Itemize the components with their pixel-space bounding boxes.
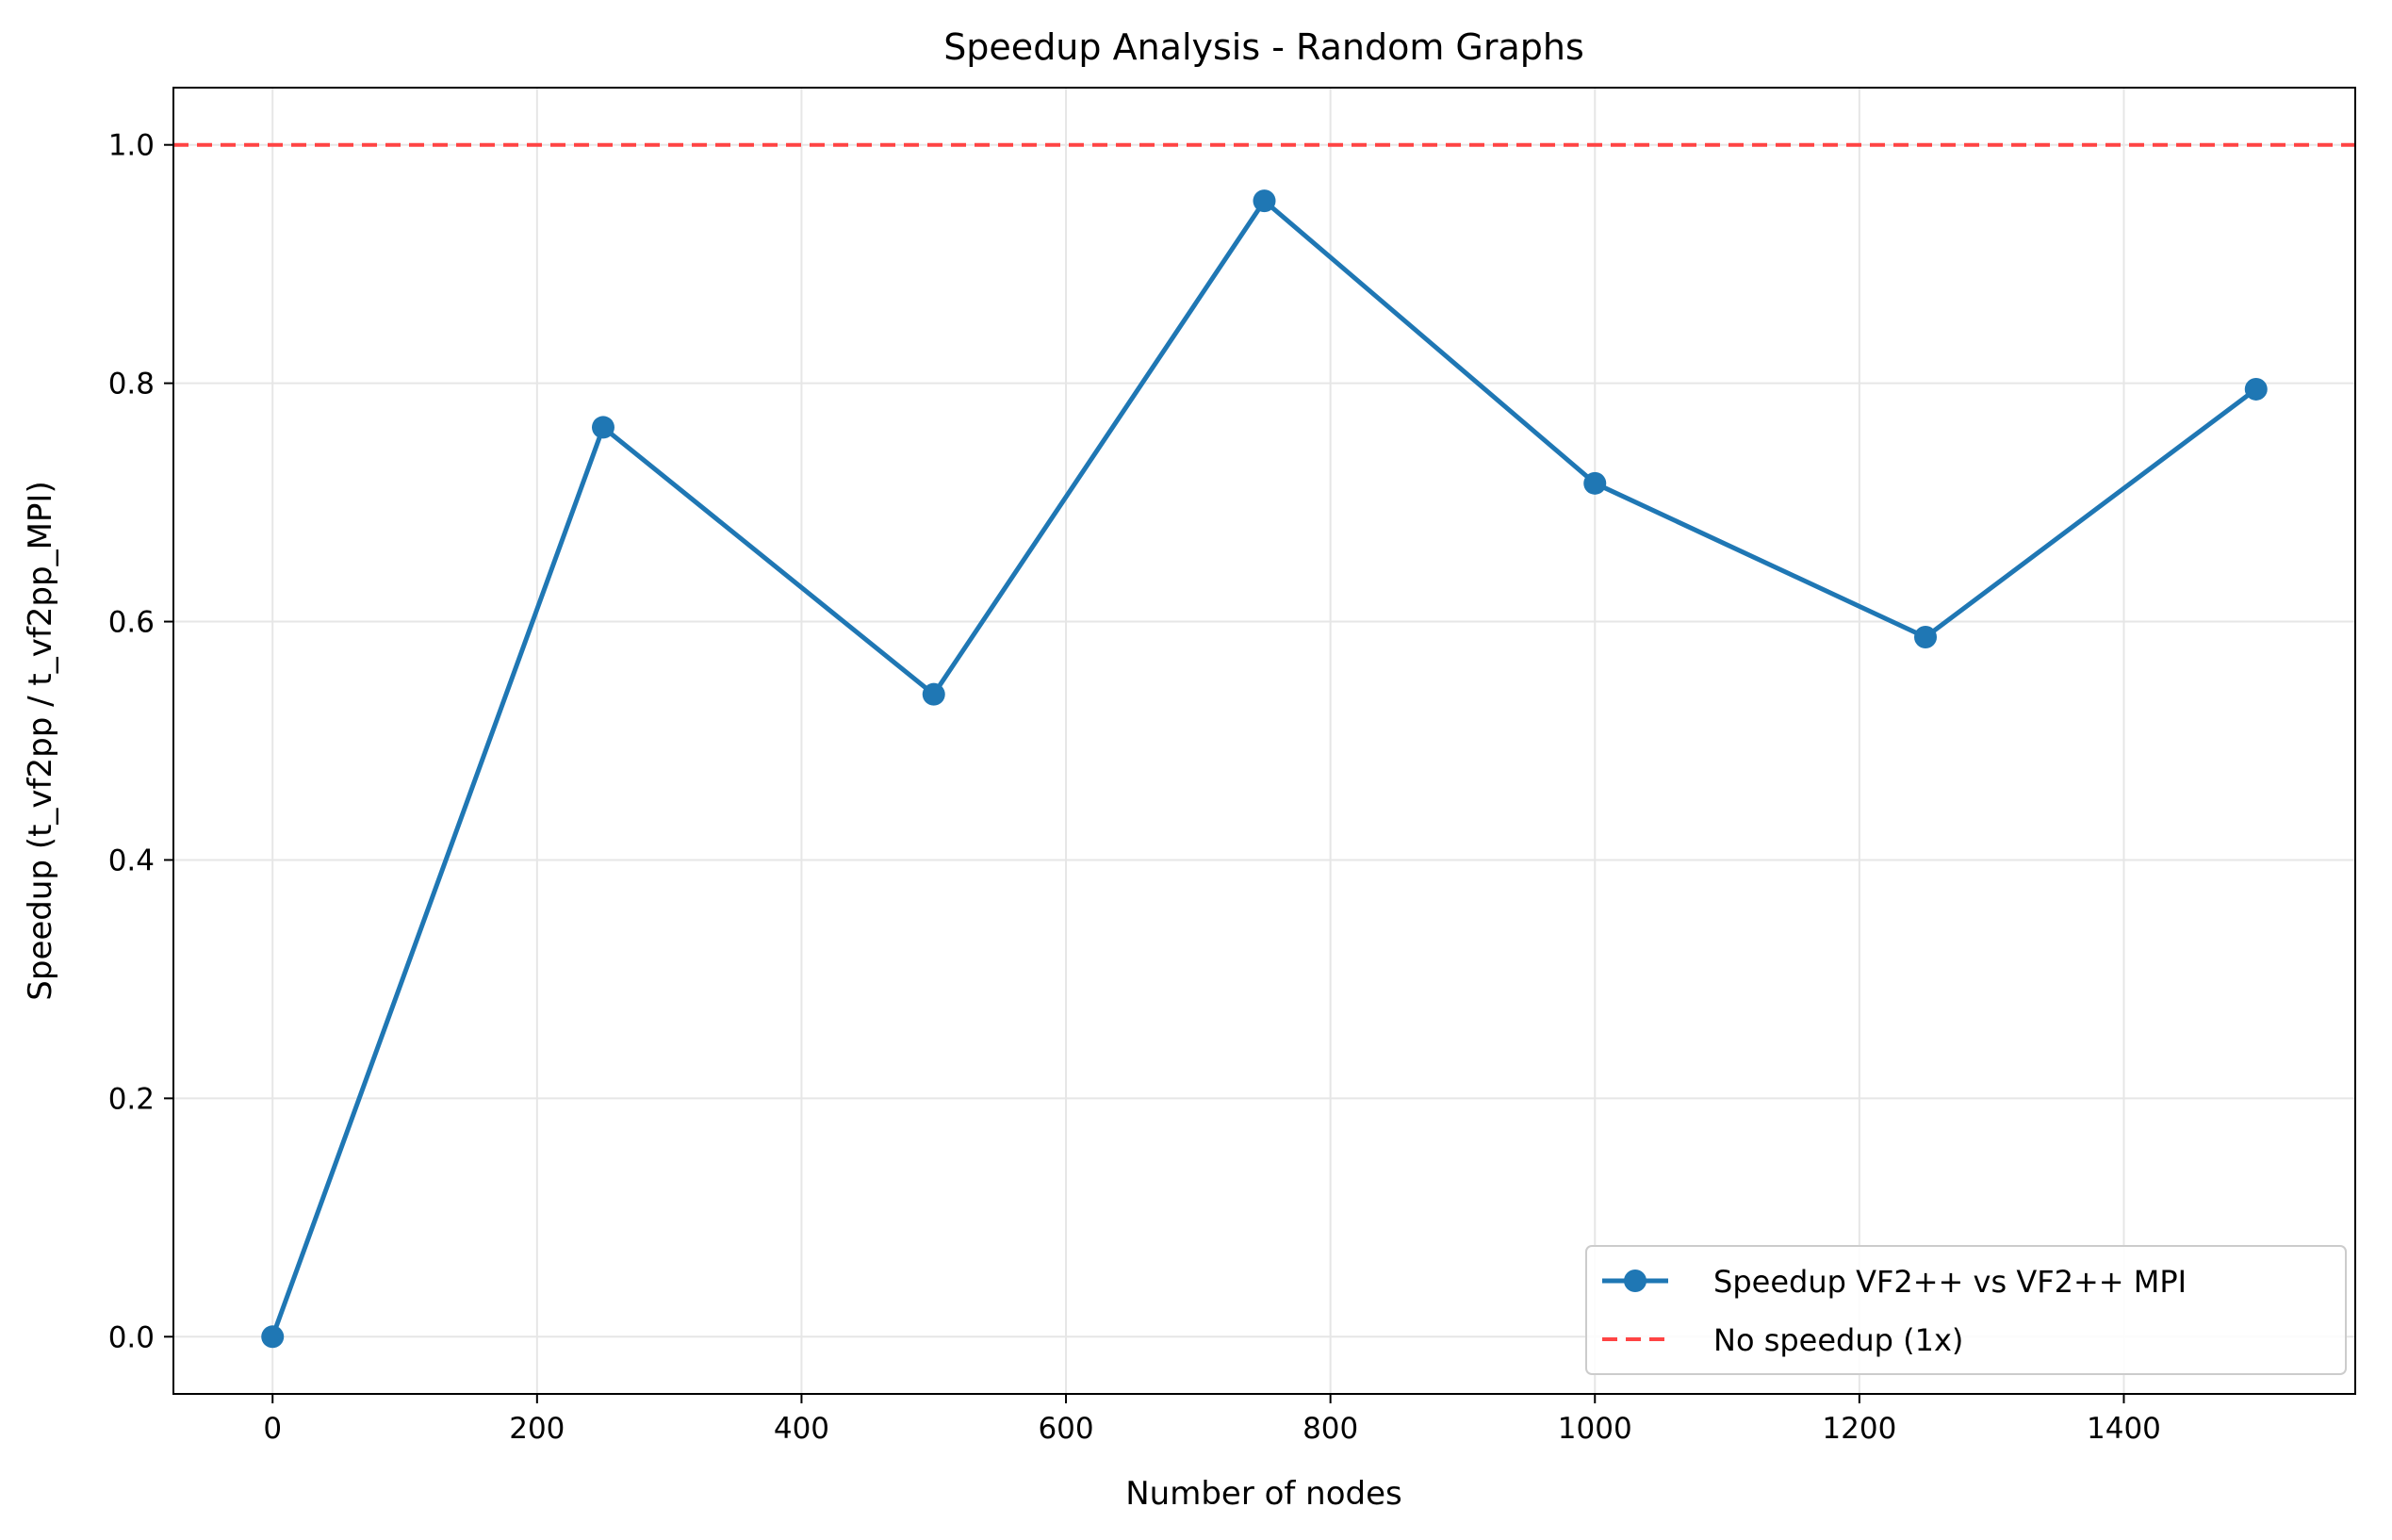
- series-point: [2244, 377, 2268, 401]
- y-tick-label: 0.8: [108, 368, 155, 401]
- legend-series-label: Speedup VF2++ vs VF2++ MPI: [1713, 1264, 2187, 1300]
- series-point: [922, 682, 945, 706]
- y-tick-label: 0.6: [108, 606, 155, 640]
- y-tick-label: 0.0: [108, 1320, 155, 1354]
- x-tick-label: 1200: [1822, 1412, 1896, 1446]
- x-tick-label: 1400: [2087, 1412, 2161, 1446]
- x-tick-label: 0: [263, 1412, 282, 1446]
- series-point: [1583, 471, 1607, 495]
- x-tick-label: 400: [774, 1412, 829, 1446]
- x-tick-label: 1000: [1558, 1412, 1632, 1446]
- y-tick-label: 1.0: [108, 129, 155, 163]
- plot-frame: [172, 87, 2356, 1395]
- series-point: [261, 1325, 285, 1349]
- y-axis-ticks: 0.0 0.2 0.4 0.6 0.8 1.0: [108, 129, 173, 1354]
- x-axis-ticks: 0 200 400 600 800 1000 1200 1400: [263, 1394, 2161, 1446]
- x-tick-label: 600: [1038, 1412, 1093, 1446]
- legend: Speedup VF2++ vs VF2++ MPI No speedup (1…: [1585, 1245, 2347, 1375]
- legend-box: [1585, 1245, 2347, 1375]
- legend-reference-label: No speedup (1x): [1713, 1322, 1963, 1358]
- x-tick-label: 800: [1302, 1412, 1358, 1446]
- y-tick-label: 0.2: [108, 1082, 155, 1116]
- x-axis-label: Number of nodes: [1125, 1475, 1402, 1513]
- series-point: [1914, 625, 1938, 648]
- data-series: [261, 189, 2268, 1349]
- x-tick-label: 200: [509, 1412, 565, 1446]
- series-point: [591, 416, 614, 439]
- y-tick-label: 0.4: [108, 844, 155, 877]
- series-point: [1253, 189, 1276, 213]
- legend-series-marker: [1624, 1270, 1647, 1292]
- chart-title: Speedup Analysis - Random Graphs: [943, 26, 1584, 68]
- y-axis-label: Speedup (t_vf2pp / t_vf2pp_MPI): [22, 481, 59, 1000]
